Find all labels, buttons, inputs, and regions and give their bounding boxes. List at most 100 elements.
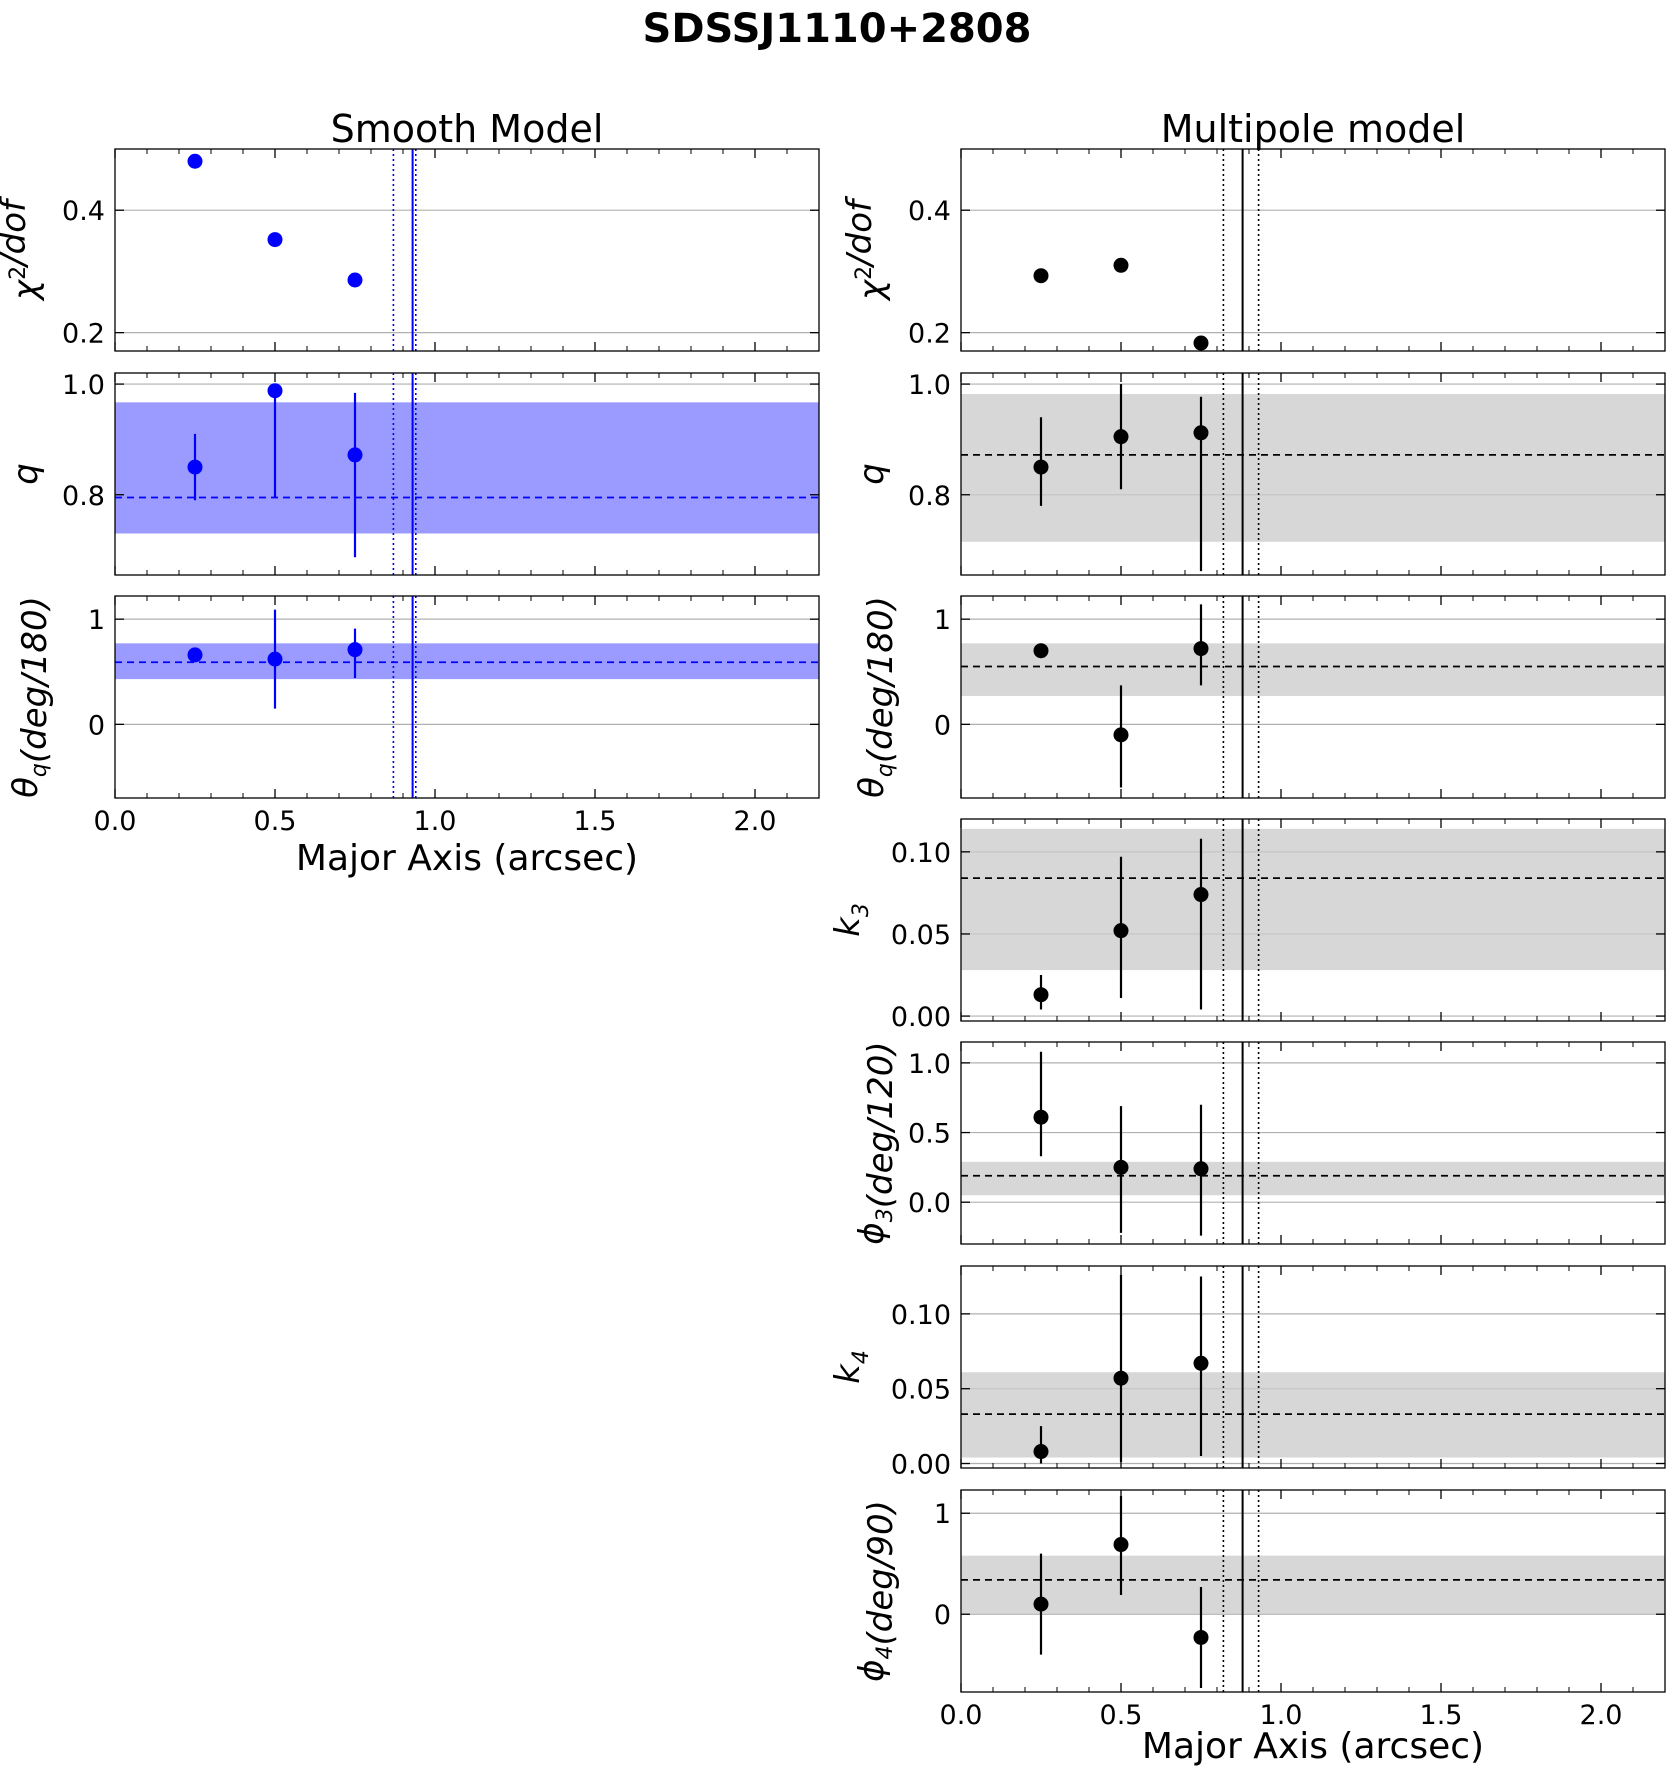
smooth-column-title: Smooth Model — [331, 107, 604, 151]
y-axis-label-part: k — [828, 916, 868, 937]
y-tick-label: 0.4 — [62, 196, 105, 227]
y-axis-label-part: θ — [6, 777, 46, 798]
y-axis-label-part: χ — [6, 278, 46, 302]
y-axis-label-part: 2 — [852, 266, 877, 280]
axes-frame — [960, 1041, 1666, 1245]
axes-frame — [114, 595, 820, 799]
data-point — [1033, 987, 1049, 1003]
plot-area — [961, 1266, 1665, 1468]
x-tick-label: 2.0 — [734, 806, 777, 837]
plot-area — [115, 149, 819, 351]
confidence-band — [961, 394, 1665, 542]
confidence-band — [961, 1555, 1665, 1615]
plot-area — [115, 373, 819, 575]
data-point — [1193, 425, 1209, 441]
y-axis-label-part: q — [27, 763, 52, 777]
y-axis-label: θq(deg/180) — [852, 596, 901, 798]
x-tick-label: 0.5 — [1100, 1700, 1143, 1731]
data-point — [1033, 1596, 1049, 1612]
confidence-band — [115, 402, 819, 534]
data-point — [187, 153, 203, 169]
panel-multipole-k3: 0.00 0.05 0.10 k3 — [828, 818, 1666, 1033]
y-axis-label-part: ϕ — [852, 1659, 892, 1681]
panel-multipole-phi3: 0.00.51.0ϕ3(deg/120) — [852, 1041, 1666, 1245]
x-tick-label: 1.0 — [1260, 1700, 1303, 1731]
data-point — [1193, 335, 1209, 351]
y-axis-label-part: /dof — [0, 195, 34, 269]
data-point — [1113, 727, 1129, 743]
panel-smooth-theta_q: 0.0 0.5 1.0 1.5 2.0 0 1 θq(deg/180) — [6, 595, 820, 837]
y-axis-label-part: 3 — [849, 903, 874, 917]
y-tick-label: 1.0 — [62, 370, 105, 401]
data-point — [1113, 1370, 1129, 1386]
y-tick-label: 0.8 — [62, 481, 105, 512]
y-axis-label: k3 — [828, 903, 874, 937]
data-point — [347, 447, 363, 463]
y-tick-label: 0.10 — [891, 1300, 951, 1331]
y-axis-label: ϕ3(deg/120) — [852, 1041, 901, 1244]
y-tick-label: 0.4 — [908, 196, 951, 227]
y-tick-label: 0.00 — [891, 1002, 951, 1033]
plot-area — [961, 149, 1665, 351]
y-axis-label: q — [852, 463, 892, 485]
y-tick-label: 0.2 — [62, 319, 105, 350]
y-axis-label: k4 — [828, 1350, 874, 1384]
y-axis-label-part: (deg/180) — [861, 596, 901, 763]
plot-area — [961, 1042, 1665, 1244]
y-tick-label: 0.5 — [908, 1119, 951, 1150]
panel-multipole-k4: 0.00 0.05 0.10 k4 — [828, 1265, 1666, 1481]
y-axis-label-part: k — [828, 1363, 868, 1384]
y-axis-label-part: 3 — [873, 1208, 898, 1222]
data-point — [267, 232, 283, 248]
data-point — [1113, 429, 1129, 445]
plot-area — [961, 819, 1665, 1021]
axes-frame — [960, 148, 1666, 352]
data-point — [1033, 268, 1049, 284]
y-tick-label: 0 — [934, 1600, 951, 1631]
data-point — [1113, 923, 1129, 939]
y-tick-label: 1 — [88, 605, 105, 636]
x-tick-label: 0.0 — [94, 806, 137, 837]
plot-area — [115, 596, 819, 798]
data-point — [267, 651, 283, 667]
y-axis-label: χ2/dof — [840, 195, 892, 302]
y-tick-label: 0.00 — [891, 1450, 951, 1481]
y-axis-label-part: 2 — [6, 266, 31, 280]
data-point — [187, 459, 203, 475]
y-axis-label-part: 4 — [873, 1645, 898, 1659]
data-point — [347, 272, 363, 288]
y-axis-label-part: 4 — [849, 1350, 874, 1364]
data-point — [1033, 1444, 1049, 1460]
plot-area — [961, 1490, 1665, 1692]
panel-multipole-chi2: 0.2 0.4 χ2/dof — [840, 148, 1666, 352]
x-tick-label: 1.5 — [574, 806, 617, 837]
x-tick-label: 0.0 — [940, 1700, 983, 1731]
y-axis-label-part: χ — [852, 278, 892, 302]
confidence-band — [961, 1161, 1665, 1196]
y-axis-label-part: q — [873, 763, 898, 777]
data-point — [1033, 643, 1049, 659]
y-axis-label-part: q — [6, 463, 46, 485]
figure-title: SDSSJ1110+2808 — [643, 6, 1032, 52]
plot-area — [961, 596, 1665, 798]
panel-smooth-chi2: 0.2 0.4 χ2/dof — [0, 148, 820, 352]
plot-area — [961, 373, 1665, 575]
x-tick-label: 1.5 — [1420, 1700, 1463, 1731]
y-tick-label: 0.8 — [908, 481, 951, 512]
panel-multipole-phi4: 0.0 0.5 1.0 1.5 2.0 0 1 ϕ4(deg/90) — [852, 1489, 1666, 1731]
panel-multipole-theta_q: 0 1 θq(deg/180) — [852, 595, 1666, 799]
y-axis-label-part: (deg/180) — [15, 596, 55, 763]
y-axis-label: q — [6, 463, 46, 485]
x-tick-label: 2.0 — [1580, 1700, 1623, 1731]
y-axis-label: θq(deg/180) — [6, 596, 55, 798]
multipole-x-axis-label: Major Axis (arcsec) — [1142, 1726, 1484, 1767]
y-axis-label-part: /dof — [840, 195, 880, 269]
confidence-band — [115, 643, 819, 680]
data-point — [1113, 1537, 1129, 1553]
data-point — [187, 647, 203, 663]
data-point — [267, 383, 283, 399]
y-tick-label: 0 — [88, 710, 105, 741]
data-point — [1193, 1161, 1209, 1177]
axes-frame — [960, 595, 1666, 799]
